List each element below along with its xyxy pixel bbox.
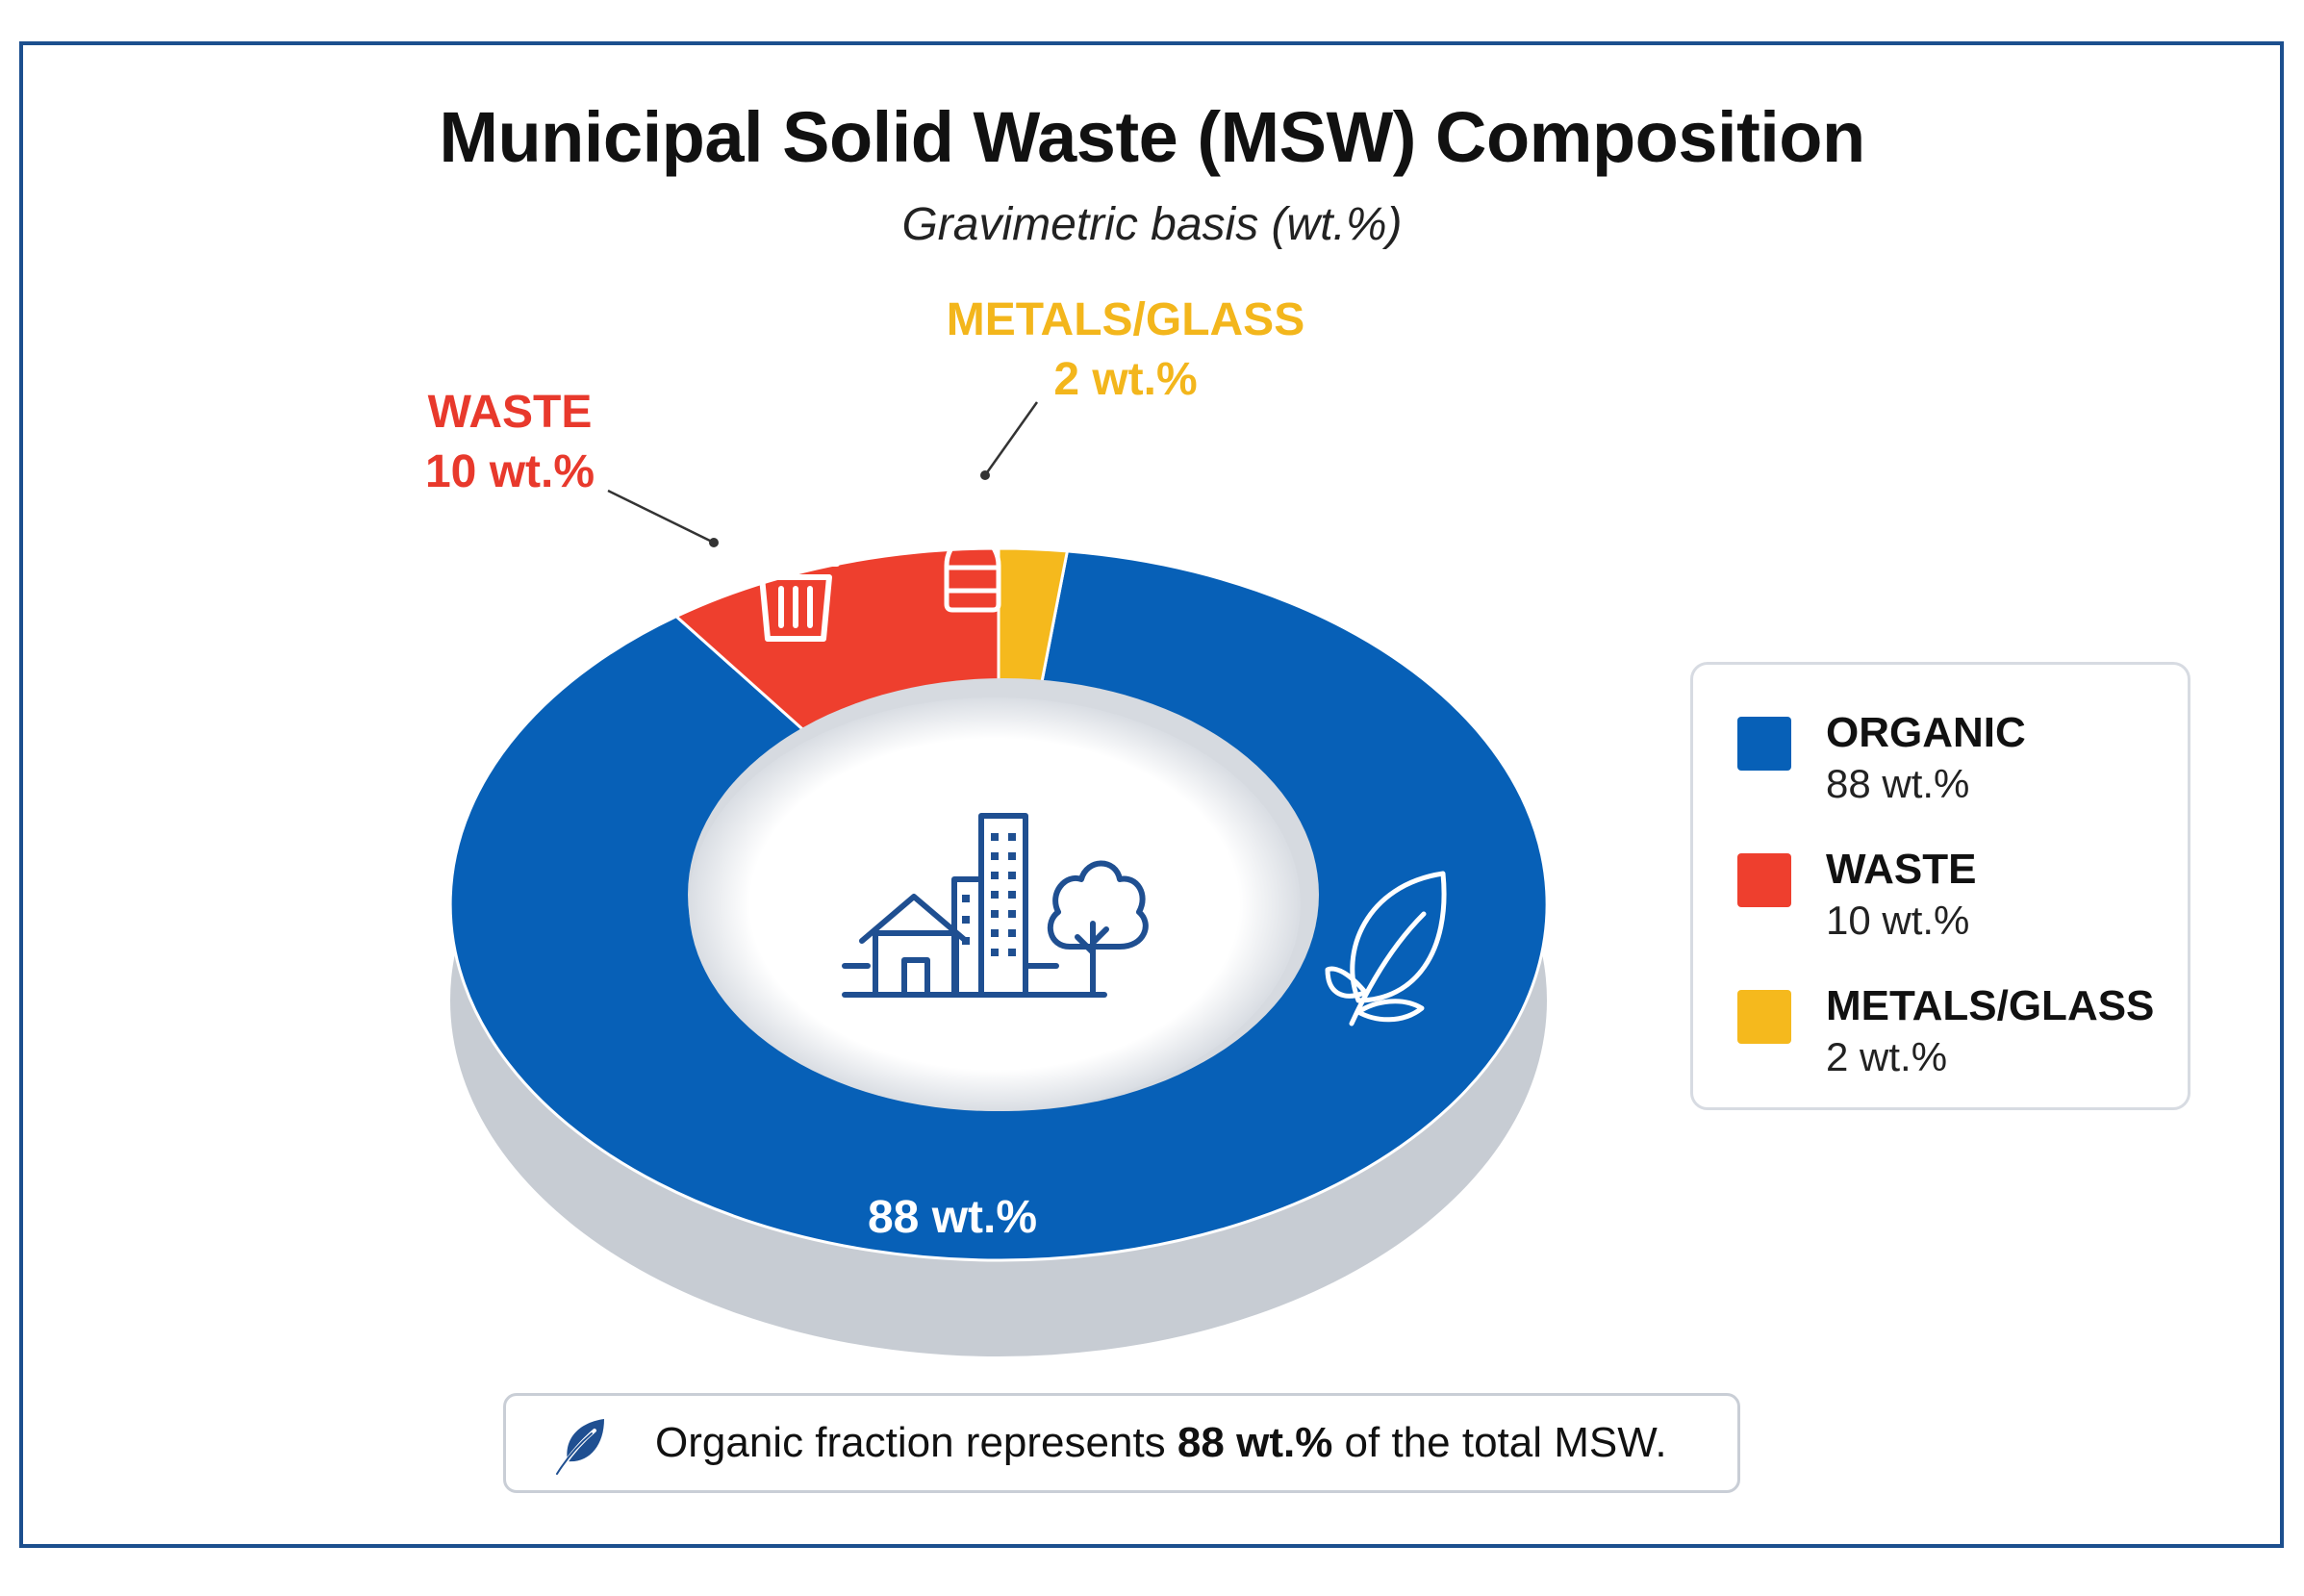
legend-name-waste: WASTE <box>1826 846 1977 893</box>
legend-swatch-metals-glass <box>1737 990 1791 1044</box>
metals-glass-callout: METALS/GLASS 2 wt.% <box>895 291 1356 410</box>
chart-title: Municipal Solid Waste (MSW) Composition <box>439 97 1865 177</box>
waste-callout-value: 10 wt.% <box>424 446 595 497</box>
waste-callout: WASTE 10 wt.% <box>375 383 645 502</box>
legend-value-organic: 88 wt.% <box>1826 761 1970 806</box>
metals-leader-line <box>980 401 1039 480</box>
legend-value-metals-glass: 2 wt.% <box>1826 1034 1948 1079</box>
organic-slice-label: 88 wt.% <box>867 1192 1038 1243</box>
note-leaf-icon <box>556 1419 604 1475</box>
chart-subtitle: Gravimetric basis (wt.%) <box>901 199 1403 250</box>
summary-note-text: Organic fraction represents 88 wt.% of t… <box>655 1419 1667 1467</box>
legend-swatch-waste <box>1737 853 1791 907</box>
legend-value-waste: 10 wt.% <box>1826 898 1970 943</box>
bottle-icon <box>944 507 1001 613</box>
summary-note: Organic fraction represents 88 wt.% of t… <box>503 1393 1740 1493</box>
waste-callout-name: WASTE <box>427 387 593 438</box>
legend-name-metals-glass: METALS/GLASS <box>1826 982 2155 1029</box>
legend-swatch-organic <box>1737 717 1791 771</box>
leaf-icon <box>1325 871 1447 1026</box>
legend-name-organic: ORGANIC <box>1826 709 2026 756</box>
city-buildings-tree-icon <box>842 813 1149 998</box>
note-text-after: of the total MSW. <box>1332 1419 1667 1466</box>
metals-glass-callout-value: 2 wt.% <box>1053 354 1198 405</box>
waste-leader-line <box>607 489 719 547</box>
donut-hole <box>689 697 1301 1111</box>
metals-glass-callout-name: METALS/GLASS <box>946 294 1305 345</box>
note-text-before: Organic fraction represents <box>655 1419 1177 1466</box>
trash-can-icon <box>751 544 840 642</box>
legend: ORGANIC 88 wt.% WASTE 10 wt.% METALS/GLA… <box>1690 662 2190 1110</box>
note-text-emphasis: 88 wt.% <box>1177 1419 1333 1466</box>
